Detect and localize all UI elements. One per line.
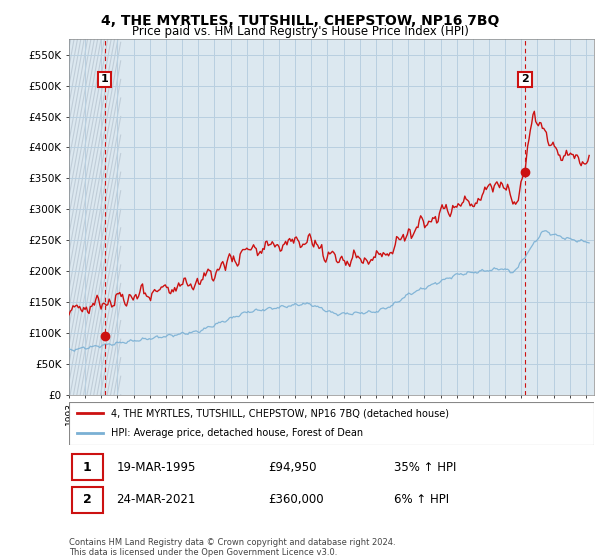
FancyBboxPatch shape — [69, 402, 594, 445]
Text: 19-MAR-1995: 19-MAR-1995 — [116, 461, 196, 474]
FancyBboxPatch shape — [71, 454, 103, 480]
Text: 1: 1 — [101, 74, 109, 85]
Text: Price paid vs. HM Land Registry's House Price Index (HPI): Price paid vs. HM Land Registry's House … — [131, 25, 469, 38]
Text: 24-MAR-2021: 24-MAR-2021 — [116, 493, 196, 506]
Text: 35% ↑ HPI: 35% ↑ HPI — [395, 461, 457, 474]
Text: 4, THE MYRTLES, TUTSHILL, CHEPSTOW, NP16 7BQ (detached house): 4, THE MYRTLES, TUTSHILL, CHEPSTOW, NP16… — [111, 408, 449, 418]
Text: 1: 1 — [83, 461, 92, 474]
Text: £94,950: £94,950 — [269, 461, 317, 474]
Text: 6% ↑ HPI: 6% ↑ HPI — [395, 493, 449, 506]
Text: £360,000: £360,000 — [269, 493, 324, 506]
Text: HPI: Average price, detached house, Forest of Dean: HPI: Average price, detached house, Fore… — [111, 428, 363, 438]
Text: 4, THE MYRTLES, TUTSHILL, CHEPSTOW, NP16 7BQ: 4, THE MYRTLES, TUTSHILL, CHEPSTOW, NP16… — [101, 14, 499, 28]
Text: 2: 2 — [83, 493, 92, 506]
Text: Contains HM Land Registry data © Crown copyright and database right 2024.
This d: Contains HM Land Registry data © Crown c… — [69, 538, 395, 557]
FancyBboxPatch shape — [71, 487, 103, 513]
Text: 2: 2 — [521, 74, 529, 85]
